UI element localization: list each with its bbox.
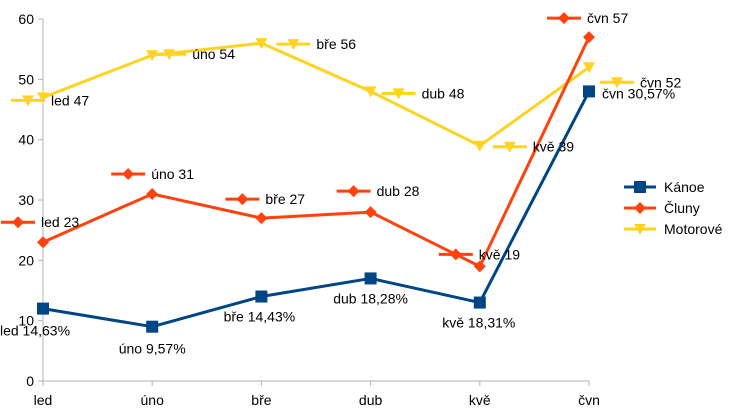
series-2 — [37, 38, 595, 152]
legend-swatch-marker — [634, 181, 646, 193]
x-tick-label: čvn — [578, 392, 600, 408]
data-point — [364, 272, 377, 285]
data-label: kvě 39 — [492, 139, 574, 155]
data-label-text: led 23 — [41, 214, 79, 230]
data-label-text: úno 31 — [151, 166, 194, 182]
legend-item: Motorové — [624, 221, 723, 237]
data-label-text: dub 28 — [377, 183, 420, 199]
series-line — [42, 36, 591, 268]
axes: 0 10 20 30 40 50 60 led úno bře dub kvě čvn — [18, 11, 599, 408]
y-tick-label: 10 — [18, 313, 34, 329]
data-label: čvn 57 — [547, 10, 628, 26]
data-point — [473, 140, 486, 152]
y-tick-label: 60 — [18, 11, 34, 27]
data-label-text: bře 27 — [265, 191, 305, 207]
label-key-marker — [558, 12, 570, 25]
label-key-marker — [236, 193, 249, 206]
data-label-text: kvě 19 — [479, 246, 520, 262]
data-point — [37, 236, 49, 249]
data-label-text: úno 9,57% — [119, 341, 186, 357]
data-point — [364, 206, 377, 219]
label-key-marker — [287, 39, 300, 51]
data-label: bře 27 — [225, 191, 305, 207]
data-point — [146, 320, 159, 333]
data-label: kvě 18,31% — [442, 315, 515, 331]
data-point — [473, 296, 486, 309]
label-key-marker — [122, 167, 135, 180]
data-label-text: čvn 30,57% — [602, 85, 675, 101]
series-1 — [37, 31, 595, 273]
data-label-text: čvn 52 — [640, 74, 681, 90]
y-tick-label: 20 — [18, 252, 34, 268]
x-tick-label: kvě — [469, 392, 491, 408]
legend-swatch-marker — [634, 202, 646, 214]
label-key-marker — [347, 185, 360, 198]
data-label-text: kvě 39 — [533, 139, 574, 155]
data-point — [37, 92, 49, 104]
data-point — [37, 302, 49, 315]
data-point — [255, 290, 268, 303]
data-point — [583, 62, 595, 74]
data-point — [583, 31, 595, 44]
data-labels: led 47 úno 54 bře 56 dub 48 kvě 39 čvn 52 led … — [0, 10, 681, 357]
label-key-marker — [22, 95, 34, 107]
y-tick-label: 40 — [18, 132, 34, 148]
data-label: úno 54 — [152, 46, 235, 62]
data-point — [473, 260, 486, 273]
x-tick-label: led — [34, 392, 53, 408]
legend-label: Motorové — [664, 221, 723, 237]
series-line — [42, 90, 591, 329]
legend-label: Čluny — [664, 200, 700, 216]
series-0 — [37, 85, 595, 333]
data-point — [583, 85, 595, 98]
y-tick-label: 0 — [26, 373, 34, 389]
data-label-text: led 14,63% — [0, 323, 70, 339]
series-lines — [37, 31, 595, 333]
data-label-text: úno 54 — [192, 46, 235, 62]
x-tick-label: dub — [359, 392, 383, 408]
series-line — [42, 41, 590, 148]
legend-item: Čluny — [624, 200, 700, 216]
data-label: čvn 30,57% — [602, 85, 675, 101]
data-point — [255, 38, 268, 50]
data-label-text: bře 14,43% — [224, 309, 296, 325]
legend-item: Kánoe — [624, 179, 705, 195]
data-label-text: dub 48 — [422, 85, 465, 101]
data-label: dub 28 — [336, 183, 420, 199]
data-label-text: bře 56 — [316, 36, 356, 52]
data-label-text: čvn 57 — [587, 10, 628, 26]
data-label: úno 9,57% — [119, 341, 186, 357]
data-label: bře 14,43% — [224, 309, 296, 325]
data-label: čvn 52 — [600, 74, 681, 90]
legend-swatch-marker — [634, 224, 646, 235]
data-point — [364, 86, 377, 98]
data-label: led 47 — [11, 92, 89, 108]
x-tick-label: bře — [251, 392, 271, 408]
data-label: bře 56 — [276, 36, 356, 52]
label-key-marker — [163, 49, 176, 61]
data-label: úno 31 — [111, 166, 194, 182]
y-tick-label: 50 — [18, 71, 34, 87]
data-label: led 23 — [1, 214, 79, 230]
data-point — [255, 212, 268, 225]
data-label: dub 18,28% — [333, 290, 408, 306]
data-label-text: dub 18,28% — [333, 290, 408, 306]
label-key-marker — [12, 216, 24, 229]
x-tick-label: úno — [141, 392, 165, 408]
data-label: kvě 19 — [438, 246, 520, 262]
data-point — [146, 187, 159, 200]
legend: Kánoe Čluny Motorové — [624, 179, 723, 237]
label-key-marker — [449, 248, 462, 261]
data-label-text: led 47 — [51, 92, 89, 108]
y-tick-label: 30 — [18, 192, 34, 208]
data-label: led 14,63% — [0, 323, 70, 339]
label-key-marker — [392, 88, 405, 100]
legend-label: Kánoe — [664, 179, 705, 195]
data-label: dub 48 — [381, 85, 465, 101]
data-label-text: kvě 18,31% — [442, 315, 515, 331]
label-key-marker — [503, 141, 516, 153]
label-key-marker — [611, 77, 623, 89]
